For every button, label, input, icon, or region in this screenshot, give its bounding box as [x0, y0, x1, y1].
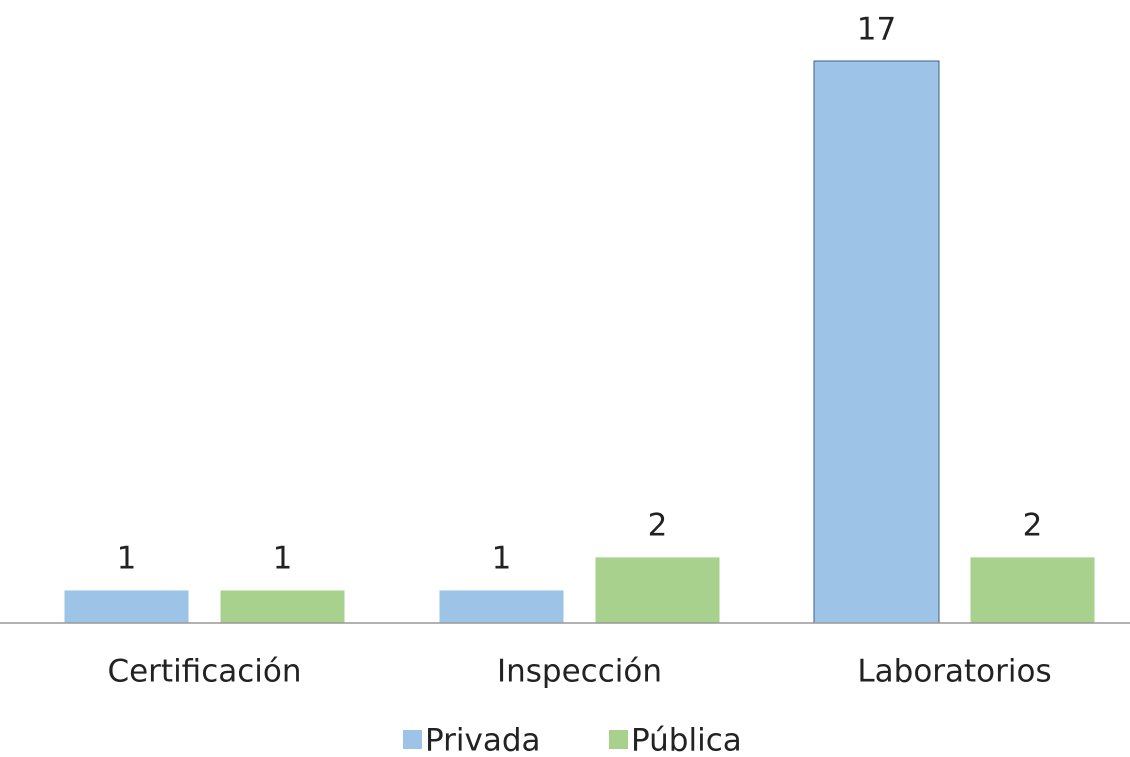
bar [594, 556, 721, 624]
data-label: 1 [273, 540, 293, 576]
x-tick-label: Certificación [107, 654, 301, 690]
bar [219, 589, 346, 624]
data-label: 17 [857, 12, 896, 48]
bar [438, 589, 565, 624]
data-label: 1 [117, 540, 137, 576]
data-label: 1 [492, 540, 512, 576]
data-label: 2 [648, 507, 668, 543]
legend-swatch [609, 730, 628, 749]
data-label: 2 [1023, 507, 1043, 543]
bar [969, 556, 1096, 624]
bar [813, 60, 940, 624]
bar [63, 589, 190, 624]
legend-swatch [403, 730, 422, 749]
x-tick-label: Laboratorios [857, 654, 1051, 690]
x-tick-label: Inspección [497, 654, 662, 690]
legend-label: Privada [425, 723, 541, 757]
legend-label: Pública [631, 723, 742, 757]
